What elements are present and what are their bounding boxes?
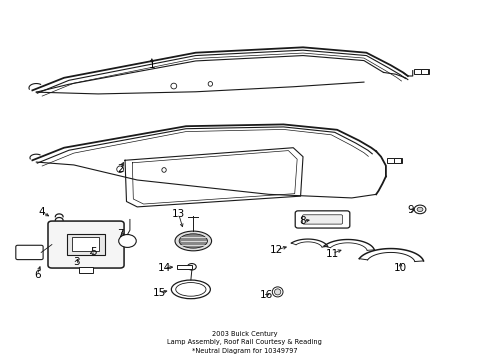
Bar [413,69,428,74]
Ellipse shape [175,283,205,296]
Bar [177,265,191,269]
Bar [66,234,104,255]
Text: 16: 16 [259,291,272,301]
Ellipse shape [171,280,210,299]
Bar [79,267,93,273]
Text: 8: 8 [299,216,305,226]
FancyBboxPatch shape [16,245,43,260]
Ellipse shape [272,287,283,297]
Ellipse shape [117,166,123,172]
Circle shape [413,205,425,214]
Text: 9: 9 [406,206,413,216]
Circle shape [119,234,136,247]
Bar [386,158,401,163]
FancyBboxPatch shape [302,215,342,224]
Ellipse shape [162,168,166,172]
Text: 15: 15 [152,288,165,298]
Text: 2: 2 [117,164,123,174]
Text: 6: 6 [34,270,41,280]
Text: 7: 7 [117,229,123,239]
Text: 3: 3 [73,257,80,267]
Text: 4: 4 [39,207,45,217]
Text: 12: 12 [269,245,282,255]
Circle shape [416,207,422,212]
FancyBboxPatch shape [295,211,349,228]
Bar [393,158,400,163]
Text: 5: 5 [90,247,97,257]
Ellipse shape [208,82,212,86]
Ellipse shape [175,231,211,251]
Text: 2003 Buick Century
Lamp Assembly, Roof Rail Courtesy & Reading
*Neutral Diagram : 2003 Buick Century Lamp Assembly, Roof R… [167,330,321,354]
Ellipse shape [179,234,207,248]
FancyBboxPatch shape [48,221,124,268]
Text: 1: 1 [148,60,155,70]
Bar [72,237,99,251]
Text: 14: 14 [157,263,170,273]
Text: 11: 11 [325,248,338,258]
Ellipse shape [170,83,176,89]
Text: 13: 13 [172,209,185,219]
Ellipse shape [187,264,196,270]
Text: 10: 10 [393,263,407,273]
Bar [420,69,427,74]
Ellipse shape [274,289,280,295]
